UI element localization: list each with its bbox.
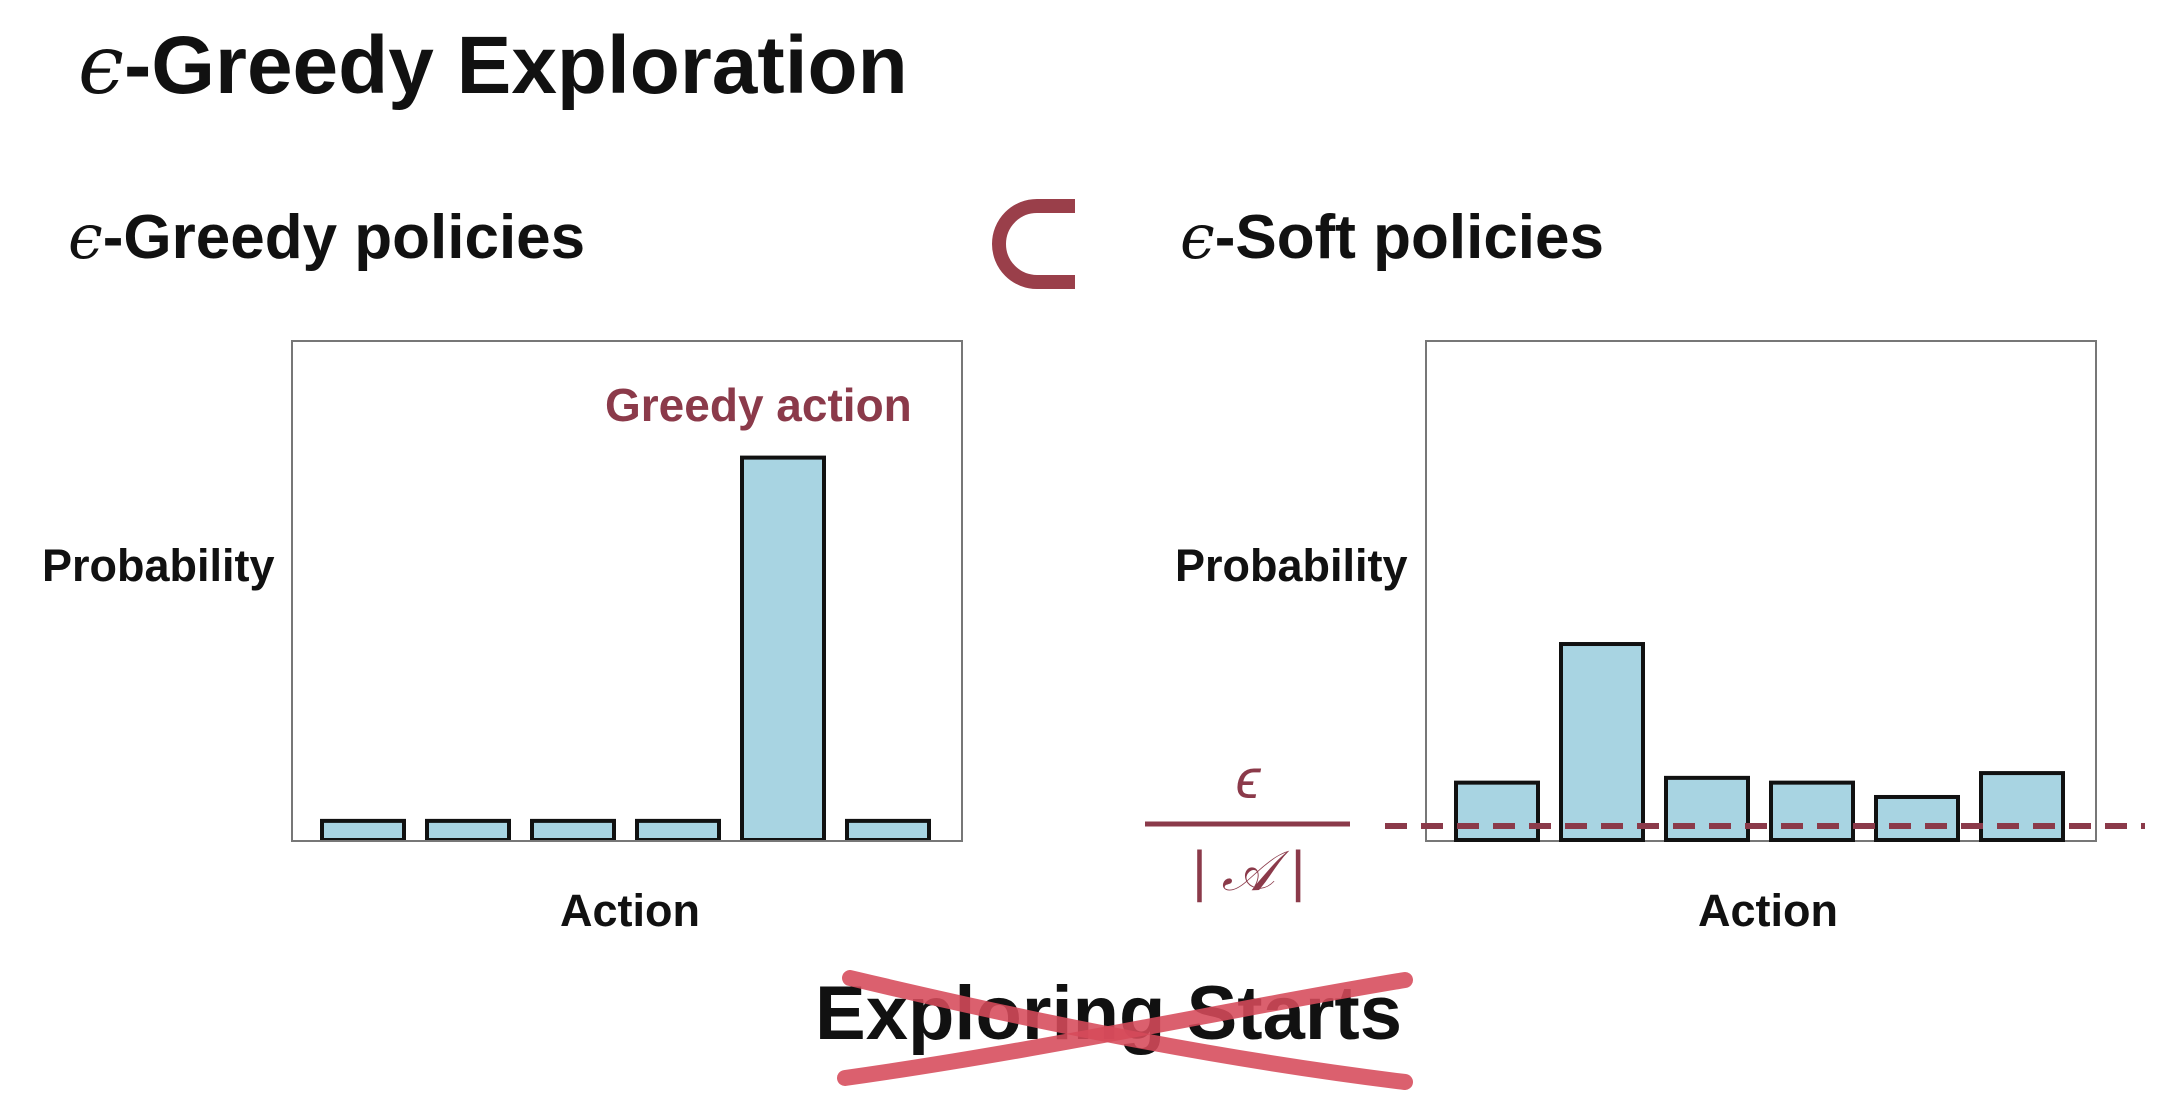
right-y-axis-label: Probability bbox=[1175, 540, 1408, 591]
epsilon-symbol: ϵ bbox=[1180, 200, 1215, 273]
bar bbox=[1874, 794, 1960, 843]
right-bar-chart bbox=[1425, 340, 2097, 843]
left-bar-chart bbox=[291, 340, 963, 843]
epsilon-symbol: ϵ bbox=[68, 200, 103, 273]
left-panel-heading: ϵ-Greedy policies bbox=[68, 200, 585, 273]
bar bbox=[740, 455, 826, 842]
fraction-numerator: ϵ bbox=[1236, 747, 1262, 810]
bar bbox=[425, 818, 511, 843]
bar bbox=[320, 818, 406, 843]
left-chart-svg bbox=[320, 455, 931, 843]
slide-title-text: -Greedy Exploration bbox=[123, 20, 908, 111]
left-y-axis-label: Probability bbox=[42, 540, 275, 591]
bar bbox=[1454, 780, 1540, 843]
bar bbox=[635, 818, 721, 843]
right-chart-svg bbox=[1454, 642, 2065, 843]
left-x-axis-label: Action bbox=[560, 885, 700, 936]
greedy-action-annotation: Greedy action bbox=[605, 379, 912, 431]
left-panel-heading-text: -Greedy policies bbox=[102, 203, 586, 272]
bar bbox=[845, 818, 931, 843]
bar bbox=[1979, 771, 2065, 842]
fraction-denominator: | 𝒜 | bbox=[1191, 839, 1304, 903]
epsilon-reference-line bbox=[1385, 822, 2145, 829]
right-panel-heading-text: -Soft policies bbox=[1214, 203, 1604, 272]
cross-out-mark-icon bbox=[837, 970, 1413, 1090]
subset-icon bbox=[992, 199, 1075, 289]
bar bbox=[1559, 642, 1645, 842]
slide-title: ϵ-Greedy Exploration bbox=[78, 18, 908, 113]
epsilon-over-action-count: ϵ | 𝒜 | bbox=[1145, 747, 1350, 903]
epsilon-symbol: ϵ bbox=[78, 18, 124, 113]
bar bbox=[1769, 780, 1855, 843]
bar bbox=[1664, 775, 1750, 842]
crossed-out-exploring-starts: Exploring Starts bbox=[805, 970, 1425, 1090]
bar bbox=[530, 818, 616, 843]
right-panel-heading: ϵ-Soft policies bbox=[1180, 200, 1604, 273]
right-x-axis-label: Action bbox=[1698, 885, 1838, 936]
